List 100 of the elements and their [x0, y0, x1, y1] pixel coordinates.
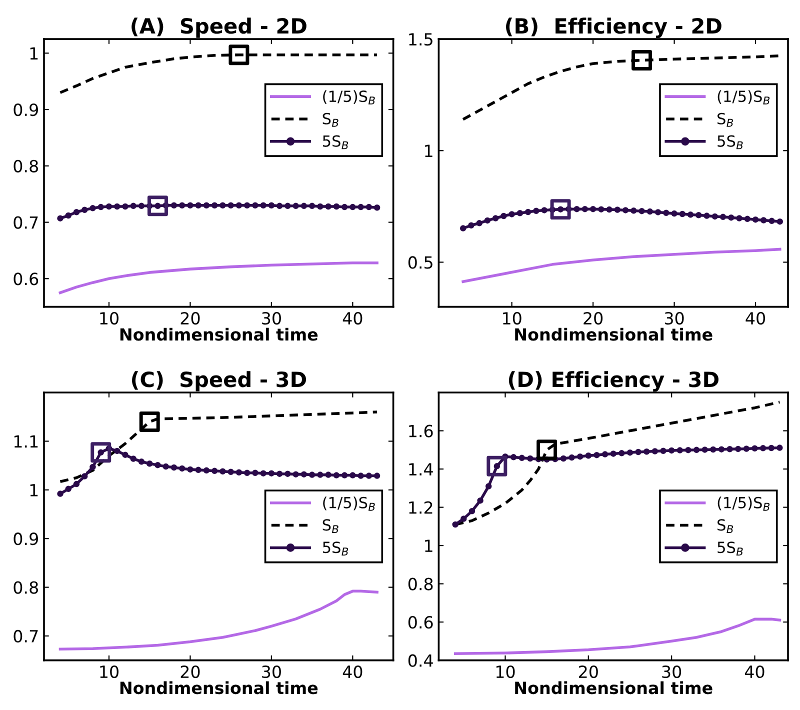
point	[752, 216, 759, 223]
line-series	[58, 410, 378, 484]
point	[720, 214, 726, 220]
point	[606, 206, 612, 213]
point	[660, 448, 666, 454]
y-tick-label: 0.9	[14, 532, 38, 546]
point	[187, 466, 194, 473]
point	[541, 207, 548, 214]
x-tick-label: 40	[342, 312, 362, 325]
point	[693, 446, 700, 454]
point	[203, 467, 210, 474]
point	[187, 202, 194, 208]
point	[114, 203, 120, 210]
point	[626, 449, 634, 456]
point	[308, 202, 316, 210]
point	[460, 225, 466, 232]
point	[170, 202, 178, 208]
point	[652, 448, 658, 454]
point	[630, 208, 637, 214]
point	[668, 447, 675, 454]
point	[518, 454, 525, 462]
x-axis-title: Nondimensional time	[515, 681, 712, 694]
y-tick-label: 1	[425, 144, 432, 157]
point	[598, 206, 604, 212]
point	[687, 212, 694, 218]
point	[170, 464, 178, 471]
point	[333, 203, 340, 210]
line-series	[58, 590, 378, 650]
point	[476, 220, 482, 226]
chart-title: (C) Speed - 3D	[132, 371, 306, 392]
point	[486, 456, 508, 476]
legend-label: (1/5)S$_{B}$	[718, 90, 770, 104]
point	[527, 455, 534, 462]
point	[154, 462, 161, 468]
line-series	[454, 618, 782, 655]
point	[468, 222, 474, 229]
y-tick-label: 0.8	[408, 578, 433, 590]
point	[65, 486, 72, 492]
x-axis-title: Nondimensional time	[120, 681, 318, 694]
point	[366, 472, 372, 479]
point	[147, 196, 168, 216]
y-tick-label: 1	[425, 540, 432, 552]
point	[268, 470, 275, 476]
point	[317, 472, 324, 478]
point	[728, 214, 734, 221]
point	[146, 460, 153, 467]
point	[65, 212, 72, 219]
point	[484, 217, 491, 224]
y-tick-label: 0.5	[408, 256, 432, 269]
point	[718, 446, 725, 452]
point	[736, 215, 742, 222]
point	[760, 445, 766, 452]
point	[162, 463, 169, 470]
point	[622, 207, 629, 214]
point	[602, 451, 608, 458]
point	[638, 208, 645, 214]
x-tick-label: 30	[262, 665, 281, 678]
point	[341, 204, 348, 210]
y-tick-label: 0.9	[14, 103, 38, 116]
point	[679, 210, 686, 218]
legend-label: 5S$_{B}$	[718, 135, 743, 150]
y-tick-label: 1.2	[409, 501, 432, 514]
point	[676, 447, 684, 454]
point	[341, 472, 348, 478]
point	[252, 470, 258, 476]
point	[73, 208, 80, 216]
y-tick-label: 0.8	[14, 581, 38, 594]
x-axis-title: Nondimensional time	[515, 328, 712, 341]
y-tick-label: 1	[30, 47, 38, 60]
point	[696, 212, 702, 218]
point	[325, 472, 332, 478]
point	[138, 202, 145, 210]
point	[203, 202, 210, 208]
x-tick-label: 10	[100, 312, 118, 325]
point	[477, 497, 484, 504]
chart-title: (B) Efficiency - 2D	[506, 18, 722, 38]
point	[130, 456, 136, 462]
point	[317, 203, 324, 210]
legend-label: S$_{B}$	[322, 112, 338, 127]
point	[752, 445, 758, 452]
y-tick-label: 1.5	[409, 33, 432, 46]
point	[508, 211, 515, 218]
point	[516, 210, 524, 216]
x-tick-label: 20	[579, 665, 598, 678]
point	[468, 508, 476, 514]
point	[743, 446, 750, 452]
point	[244, 470, 250, 476]
line-series	[462, 248, 782, 284]
point	[220, 202, 226, 208]
y-tick-label: 0.6	[408, 616, 433, 629]
point	[178, 465, 186, 472]
point	[138, 458, 145, 465]
point	[114, 448, 120, 454]
point	[524, 208, 532, 216]
point	[350, 472, 356, 478]
point	[122, 203, 128, 210]
point	[284, 202, 291, 210]
y-tick-label: 0.8	[14, 160, 38, 172]
point	[195, 202, 202, 208]
point	[654, 209, 662, 216]
